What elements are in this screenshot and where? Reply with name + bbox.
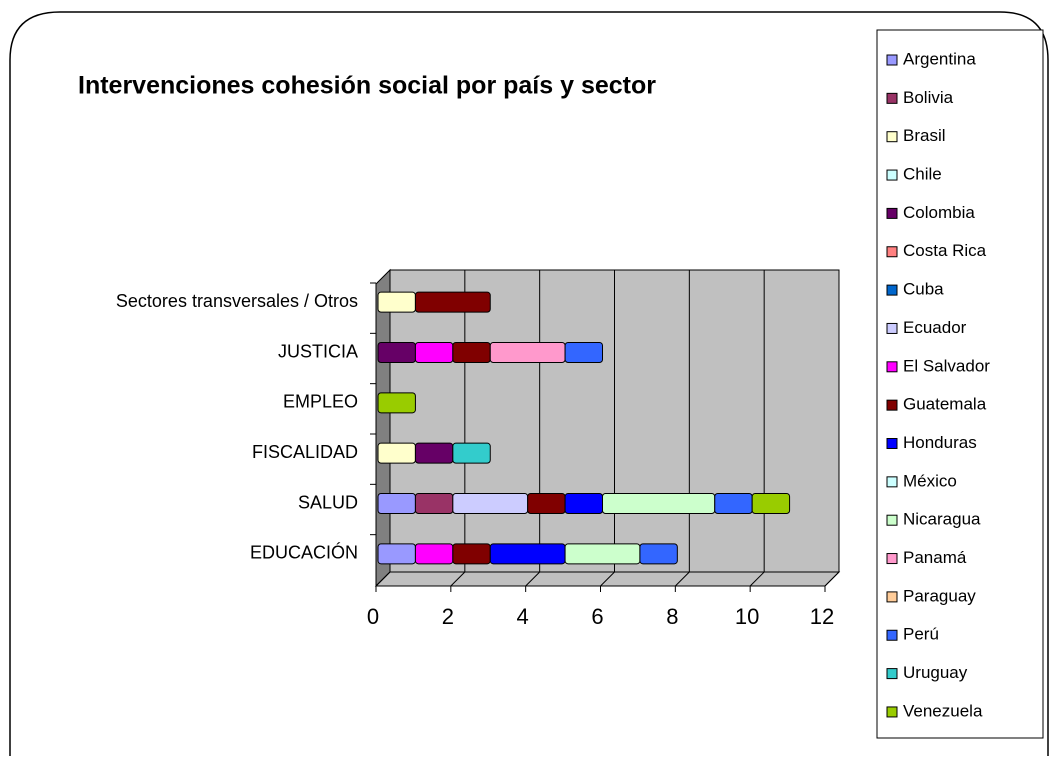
legend-swatch bbox=[886, 131, 898, 143]
legend-label: El Salvador bbox=[903, 356, 990, 375]
side-wall bbox=[375, 268, 391, 588]
bar-segment bbox=[564, 543, 641, 565]
legend-swatch bbox=[886, 706, 898, 718]
x-tick-label: 8 bbox=[666, 604, 678, 629]
y-tick-label: EMPLEO bbox=[283, 392, 358, 412]
y-tick-label: Sectores transversales / Otros bbox=[116, 291, 358, 311]
legend-label: México bbox=[903, 471, 957, 490]
legend-swatch bbox=[886, 399, 898, 411]
legend-swatch bbox=[886, 438, 898, 449]
grid-line bbox=[749, 571, 765, 587]
grid-line bbox=[450, 571, 466, 587]
bar-segment bbox=[489, 342, 566, 363]
legend-label: Colombia bbox=[903, 203, 975, 222]
y-tick-label: FISCALIDAD bbox=[252, 442, 358, 462]
legend-swatch bbox=[886, 246, 898, 258]
bar-segment bbox=[377, 442, 416, 464]
legend-label: Paraguay bbox=[903, 586, 976, 605]
y-tick-label: JUSTICIA bbox=[278, 341, 358, 361]
legend-swatch bbox=[886, 514, 898, 526]
legend-label: Brasil bbox=[903, 126, 946, 145]
x-tick-label: 12 bbox=[810, 604, 834, 629]
bar-segment bbox=[452, 543, 491, 565]
bar-segment bbox=[377, 342, 416, 363]
legend-swatch bbox=[886, 169, 898, 181]
legend-label: Argentina bbox=[903, 49, 976, 68]
bar-segment bbox=[751, 493, 791, 514]
bar-segment bbox=[714, 493, 753, 514]
legend bbox=[876, 29, 1044, 739]
x-tick-label: 4 bbox=[517, 604, 529, 629]
legend-label: Panamá bbox=[903, 548, 967, 567]
grid-line bbox=[375, 571, 391, 587]
bar-segment bbox=[377, 543, 416, 565]
bar-segment bbox=[452, 342, 491, 363]
x-tick-label: 0 bbox=[367, 604, 379, 629]
bar-segment bbox=[377, 392, 416, 414]
bar-segment bbox=[564, 493, 603, 514]
legend-label: Nicaragua bbox=[903, 510, 981, 529]
x-tick-label: 2 bbox=[442, 604, 454, 629]
bar-segment bbox=[452, 442, 491, 464]
legend-label: Cuba bbox=[903, 280, 944, 299]
bar-segment bbox=[452, 493, 529, 514]
legend-swatch bbox=[886, 361, 898, 373]
legend-label: Guatemala bbox=[903, 395, 987, 414]
bar-segment bbox=[602, 493, 716, 514]
x-tick-label: 10 bbox=[735, 604, 759, 629]
y-tick-label: EDUCACIÓN bbox=[250, 542, 358, 563]
chart-title: Intervenciones cohesión social por país … bbox=[78, 72, 656, 100]
legend-label: Costa Rica bbox=[903, 241, 987, 260]
legend-swatch bbox=[886, 54, 898, 66]
legend-swatch bbox=[886, 284, 898, 296]
grid-line bbox=[525, 571, 541, 587]
bar-segment bbox=[377, 493, 416, 514]
legend-label: Perú bbox=[903, 625, 939, 644]
legend-label: Honduras bbox=[903, 433, 977, 452]
bar-segment bbox=[489, 543, 566, 565]
legend-swatch bbox=[886, 322, 898, 334]
bar-segment bbox=[527, 493, 566, 514]
bar-segment bbox=[639, 543, 678, 565]
legend-swatch bbox=[886, 553, 898, 565]
legend-label: Chile bbox=[903, 165, 942, 184]
bar-segment bbox=[564, 342, 603, 363]
legend-label: Ecuador bbox=[903, 318, 967, 337]
bar-segment bbox=[414, 493, 454, 514]
grid-line bbox=[824, 571, 840, 587]
legend-label: Bolivia bbox=[903, 88, 954, 107]
y-tick-label: SALUD bbox=[298, 492, 358, 512]
legend-swatch bbox=[886, 591, 898, 603]
legend-label: Venezuela bbox=[903, 701, 983, 720]
bar-segment bbox=[414, 291, 491, 313]
legend-swatch bbox=[886, 668, 898, 680]
bar-segment bbox=[414, 543, 454, 565]
legend-label: Uruguay bbox=[903, 663, 968, 682]
x-tick-label: 6 bbox=[591, 604, 603, 629]
bar-segment bbox=[414, 342, 454, 363]
bar-segment bbox=[377, 291, 416, 313]
grid-line bbox=[674, 571, 690, 587]
legend-swatch bbox=[886, 629, 898, 641]
legend-swatch bbox=[886, 207, 898, 219]
bar-segment bbox=[414, 442, 454, 464]
legend-swatch bbox=[886, 92, 898, 104]
legend-swatch bbox=[886, 476, 898, 488]
grid-line bbox=[600, 571, 615, 587]
frame bbox=[9, 11, 1049, 756]
